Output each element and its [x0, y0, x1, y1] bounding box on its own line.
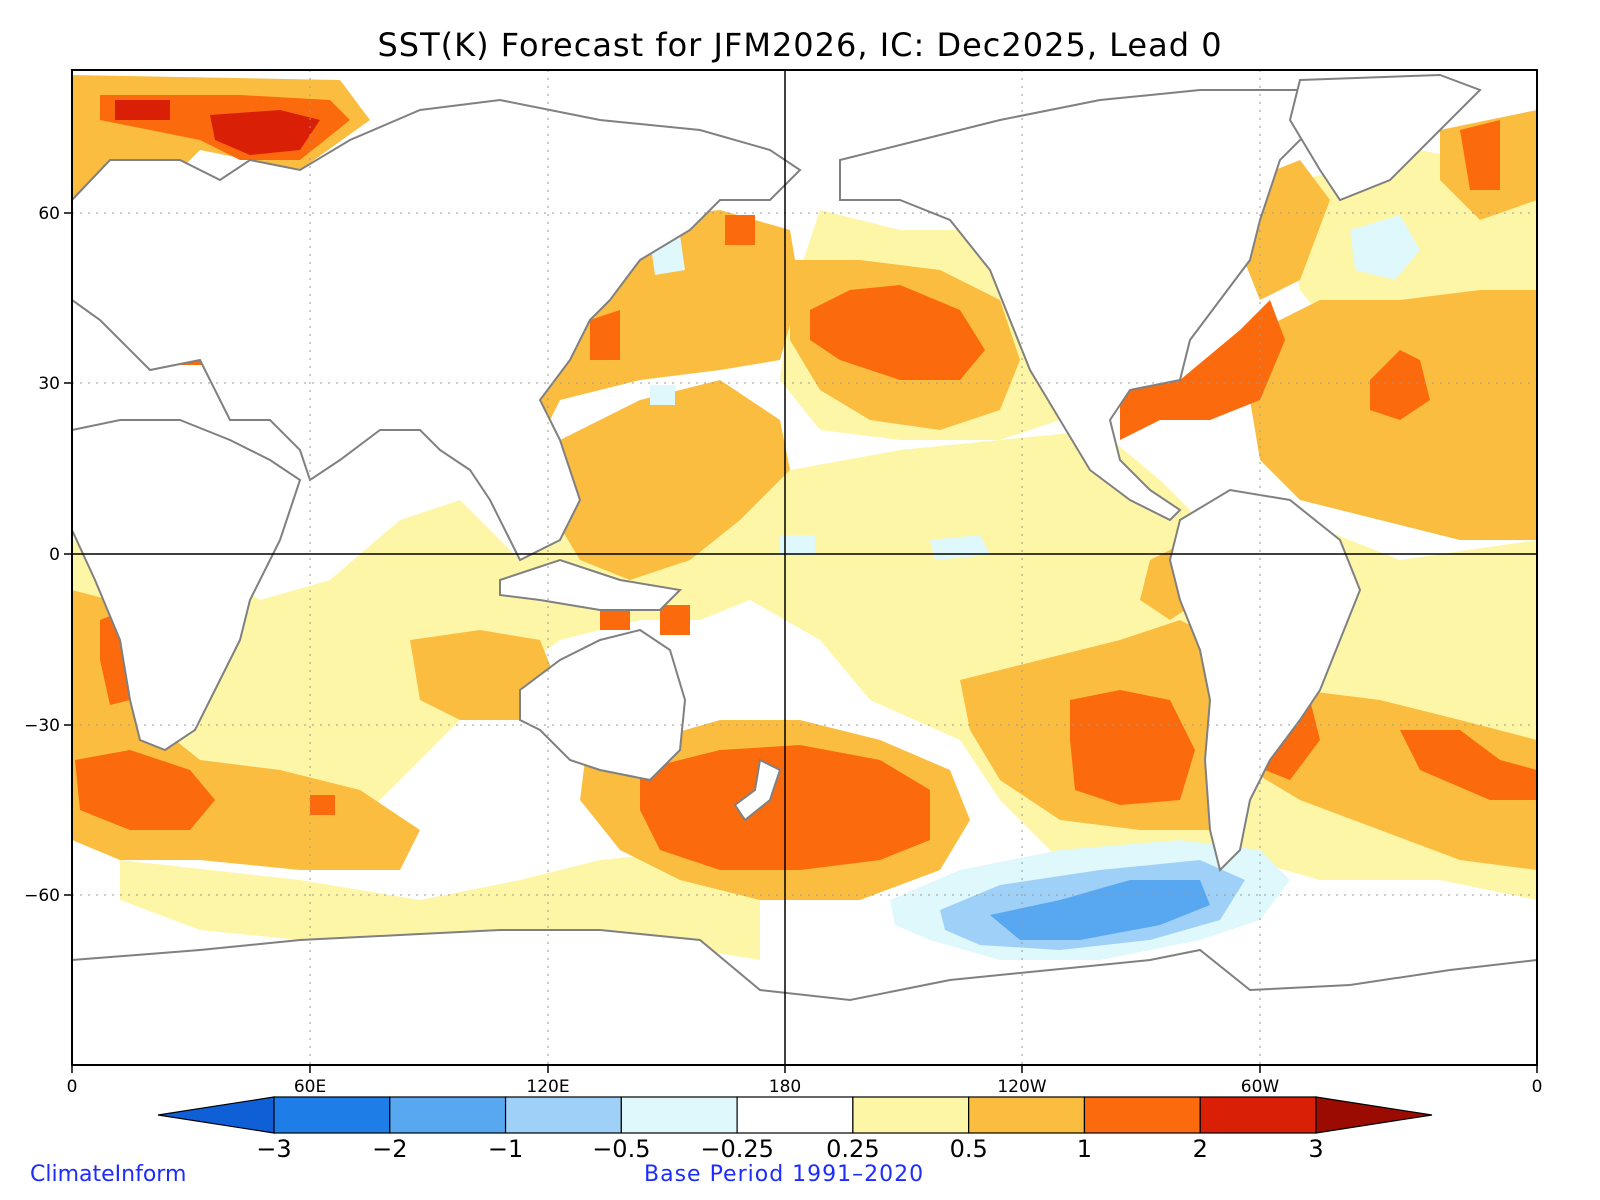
colorbar-tick-label: −3 [256, 1135, 291, 1163]
anomaly-region-blue [990, 880, 1210, 940]
anomaly-region-dark-orange [660, 605, 690, 635]
anomaly-field [72, 70, 1537, 1065]
colorbar-segment [736, 1096, 854, 1134]
land-north-america [839, 89, 1322, 522]
colorbar-arrow-low [157, 1096, 275, 1134]
anomaly-region-orange [520, 210, 800, 440]
map-frame [71, 69, 1538, 1066]
colorbar-tick-label: −0.5 [592, 1135, 650, 1163]
anomaly-region-dark-orange [590, 310, 620, 360]
base-period-label: Base Period 1991–2020 [644, 1162, 925, 1187]
colorbar-tick-label: 0.25 [826, 1135, 879, 1163]
colorbar-tick-label: −1 [488, 1135, 523, 1163]
lat-label-60n: 60 [38, 204, 60, 224]
land-new-zealand [733, 758, 782, 822]
lat-label-equator: 0 [49, 545, 60, 565]
colorbar-segment [1083, 1096, 1201, 1134]
land-masses [72, 73, 1537, 1065]
anomaly-region-dark-orange [1120, 300, 1285, 440]
colorbar-tick-label: 0.5 [950, 1135, 988, 1163]
anomaly-region-light-cyan [650, 385, 675, 405]
colorbar-tick-label: −2 [372, 1135, 407, 1163]
lon-label-0-end: 0 [1532, 1077, 1543, 1097]
anomaly-region-red [115, 100, 170, 120]
colorbar-segment [1199, 1096, 1317, 1134]
anomaly-region-orange [550, 380, 790, 580]
map-title: SST(K) Forecast for JFM2026, IC: Dec2025… [377, 26, 1223, 64]
colorbar: −3 −2 −1 −0.5 −0.25 0.25 0.5 1 2 3 [157, 1096, 1433, 1163]
land-eurasia [72, 98, 802, 562]
anomaly-region-light-cyan [780, 535, 815, 555]
anomaly-region-dark-orange [1370, 350, 1430, 420]
land-greenland [1288, 73, 1482, 202]
lon-label-60w: 60W [1241, 1077, 1280, 1097]
anomaly-region-light-cyan [1350, 215, 1420, 280]
lon-label-180: 180 [769, 1077, 801, 1097]
land-australia [519, 628, 687, 782]
colorbar-segment [273, 1096, 391, 1134]
colorbar-tick-label: 1 [1077, 1135, 1092, 1163]
lon-label-120e: 120E [526, 1077, 569, 1097]
anomaly-region-red [210, 110, 320, 155]
colorbar-arrow-high [1315, 1096, 1433, 1134]
credit-label: ClimateInform [30, 1162, 187, 1187]
lon-label-0: 0 [67, 1077, 78, 1097]
land-antarctica [72, 929, 1537, 1065]
lat-label-30s: −30 [24, 716, 60, 736]
land-africa [72, 419, 302, 752]
lat-label-30n: 30 [38, 374, 60, 394]
graticule [72, 70, 1537, 1065]
lon-label-120w: 120W [997, 1077, 1046, 1097]
anomaly-region-dark-orange [1400, 730, 1537, 800]
colorbar-segment [389, 1096, 507, 1134]
anomaly-region-dark-orange [310, 795, 335, 815]
axis-ticks [64, 212, 1538, 1073]
land-indonesia [499, 558, 683, 611]
colorbar-segment [852, 1096, 970, 1134]
colorbar-tick-label: 3 [1308, 1135, 1323, 1163]
anomaly-region-dark-orange [1070, 690, 1195, 805]
lat-label-60s: −60 [24, 886, 60, 906]
colorbar-tick-label: 2 [1193, 1135, 1208, 1163]
colorbar-segment [504, 1096, 622, 1134]
colorbar-tick-label: −0.25 [700, 1135, 774, 1163]
anomaly-region-dark-orange [1460, 120, 1500, 190]
anomaly-region-dark-orange [810, 285, 985, 380]
anomaly-region-dark-orange [725, 215, 755, 245]
lon-label-60e: 60E [294, 1077, 326, 1097]
colorbar-segment [620, 1096, 738, 1134]
anomaly-region-dark-orange [75, 750, 215, 830]
land-south-america [1168, 488, 1362, 872]
colorbar-segment [968, 1096, 1086, 1134]
